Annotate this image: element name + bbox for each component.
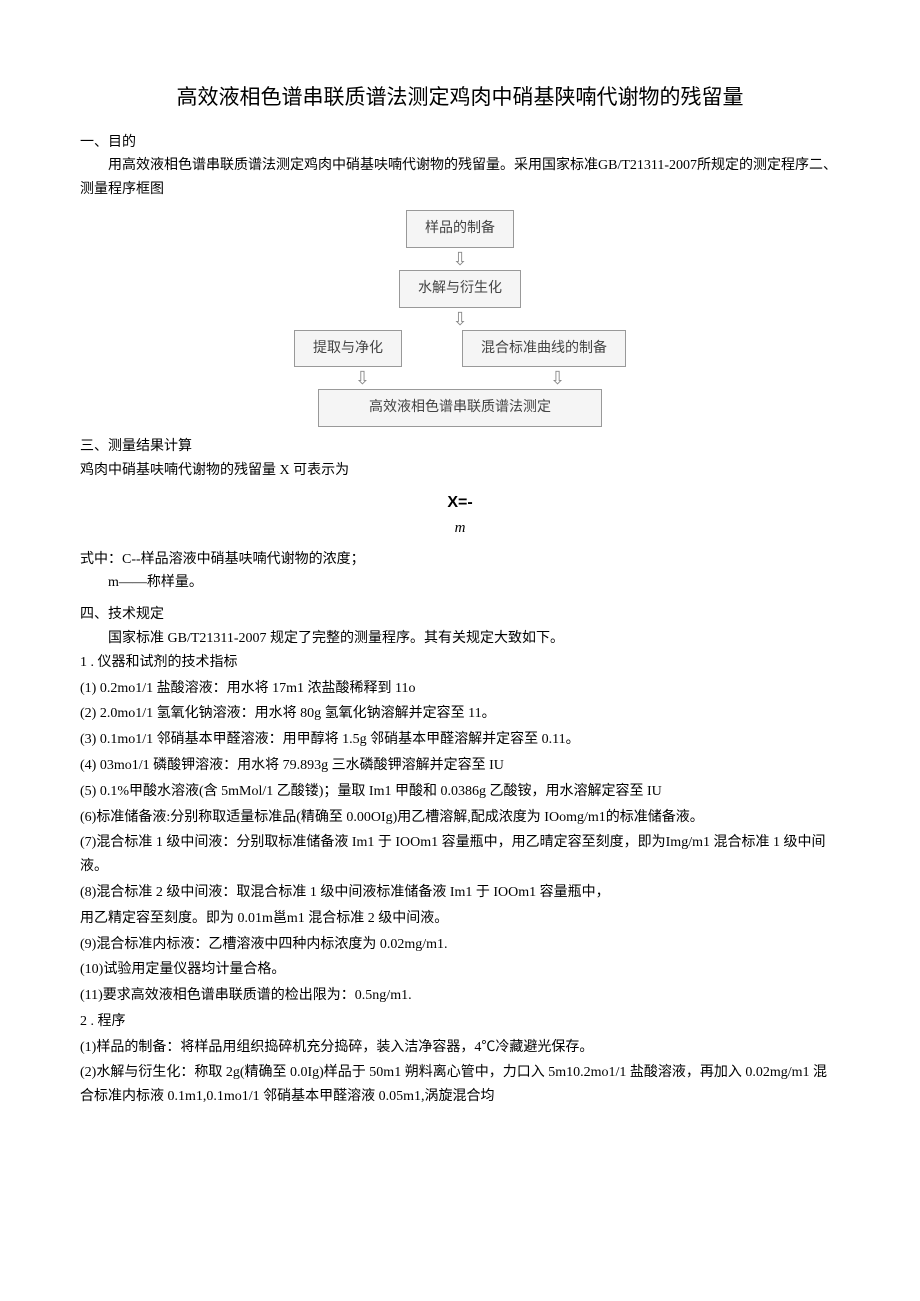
- flow-box-4: 混合标准曲线的制备: [462, 330, 626, 368]
- sec3-para1: 鸡肉中硝基呋喃代谢物的残留量 X 可表示为: [80, 459, 840, 483]
- spec-item: (1) 0.2mo1/1 盐酸溶液：用水将 17m1 浓盐酸稀释到 11o: [80, 677, 840, 701]
- flow-box-2: 水解与衍生化: [399, 270, 521, 308]
- spec-item: (3) 0.1mo1/1 邻硝基本甲醛溶液：用甲醇将 1.5g 邻硝基本甲醛溶解…: [80, 728, 840, 752]
- spec-item-8: (8)混合标准 2 级中间液：取混合标准 1 级中间液标准储备液 Im1 于 I…: [80, 881, 840, 905]
- page-title: 高效液相色谱串联质谱法测定鸡肉中硝基陕喃代谢物的残留量: [80, 80, 840, 116]
- sec4-sub1: 1 . 仪器和试剂的技术指标: [80, 651, 840, 675]
- sec4-header: 四、技术规定: [80, 603, 840, 627]
- sec1-para1: 用高效液相色谱串联质谱法测定鸡肉中硝基呋喃代谢物的残留量。采用国家标准GB/T2…: [80, 154, 840, 202]
- sec3-header: 三、测量结果计算: [80, 435, 840, 459]
- formula: X=- m: [80, 489, 840, 542]
- spec-item-10: (10)试验用定量仪器均计量合格。: [80, 958, 840, 982]
- sec3-para3: m——称样量。: [108, 571, 840, 595]
- flow-box-3: 提取与净化: [294, 330, 402, 368]
- flowchart: 样品的制备 ⇩ 水解与衍生化 ⇩ 提取与净化 混合标准曲线的制备 ⇩ ⇩ 高效液…: [220, 210, 700, 427]
- formula-m: m: [80, 516, 840, 542]
- formula-x: X=-: [80, 489, 840, 516]
- flow-arrow: ⇩: [355, 369, 370, 387]
- proc-item-2: (2)水解与衍生化：称取 2g(精确至 0.0Ig)样品于 50m1 朔料离心管…: [80, 1061, 840, 1109]
- sec4-para1: 国家标准 GB/T21311-2007 规定了完整的测量程序。其有关规定大致如下…: [108, 627, 840, 651]
- sec1-header: 一、目的: [80, 131, 840, 155]
- spec-item-9: (9)混合标准内标液：乙槽溶液中四种内标浓度为 0.02mg/m1.: [80, 933, 840, 957]
- sec4-sub2: 2 . 程序: [80, 1010, 840, 1034]
- spec-item-8b: 用乙精定容至刻度。即为 0.01m邕m1 混合标准 2 级中间液。: [80, 907, 840, 931]
- spec-item: (2) 2.0mo1/1 氢氧化钠溶液：用水将 80g 氢氧化钠溶解并定容至 1…: [80, 702, 840, 726]
- spec-item-11: (11)要求高效液相色谱串联质谱的检出限为：0.5ng/m1.: [80, 984, 840, 1008]
- sec3-para2: 式中：C--样品溶液中硝基呋喃代谢物的浓度；: [80, 548, 840, 572]
- flow-arrow: ⇩: [220, 310, 700, 328]
- spec-item: (4) 03mo1/1 磷酸钾溶液：用水将 79.893g 三水磷酸钾溶解并定容…: [80, 754, 840, 778]
- proc-item-1: (1)样品的制备：将样品用组织捣碎机充分捣碎，装入洁净容器，4℃冷藏避光保存。: [80, 1036, 840, 1060]
- spec-item-6: (6)标准储备液:分别称取适量标准品(精确至 0.00OIg)用乙槽溶解,配成浓…: [80, 806, 840, 830]
- spec-item: (5) 0.1%甲酸水溶液(含 5mMol/1 乙酸镂)；量取 Im1 甲酸和 …: [80, 780, 840, 804]
- flow-arrow: ⇩: [550, 369, 565, 387]
- spec-item-7: (7)混合标准 1 级中间液：分别取标准储备液 Im1 于 IOOm1 容量瓶中…: [80, 831, 840, 879]
- flow-box-1: 样品的制备: [406, 210, 514, 248]
- flow-arrow: ⇩: [220, 250, 700, 268]
- flow-box-5: 高效液相色谱串联质谱法测定: [318, 389, 602, 427]
